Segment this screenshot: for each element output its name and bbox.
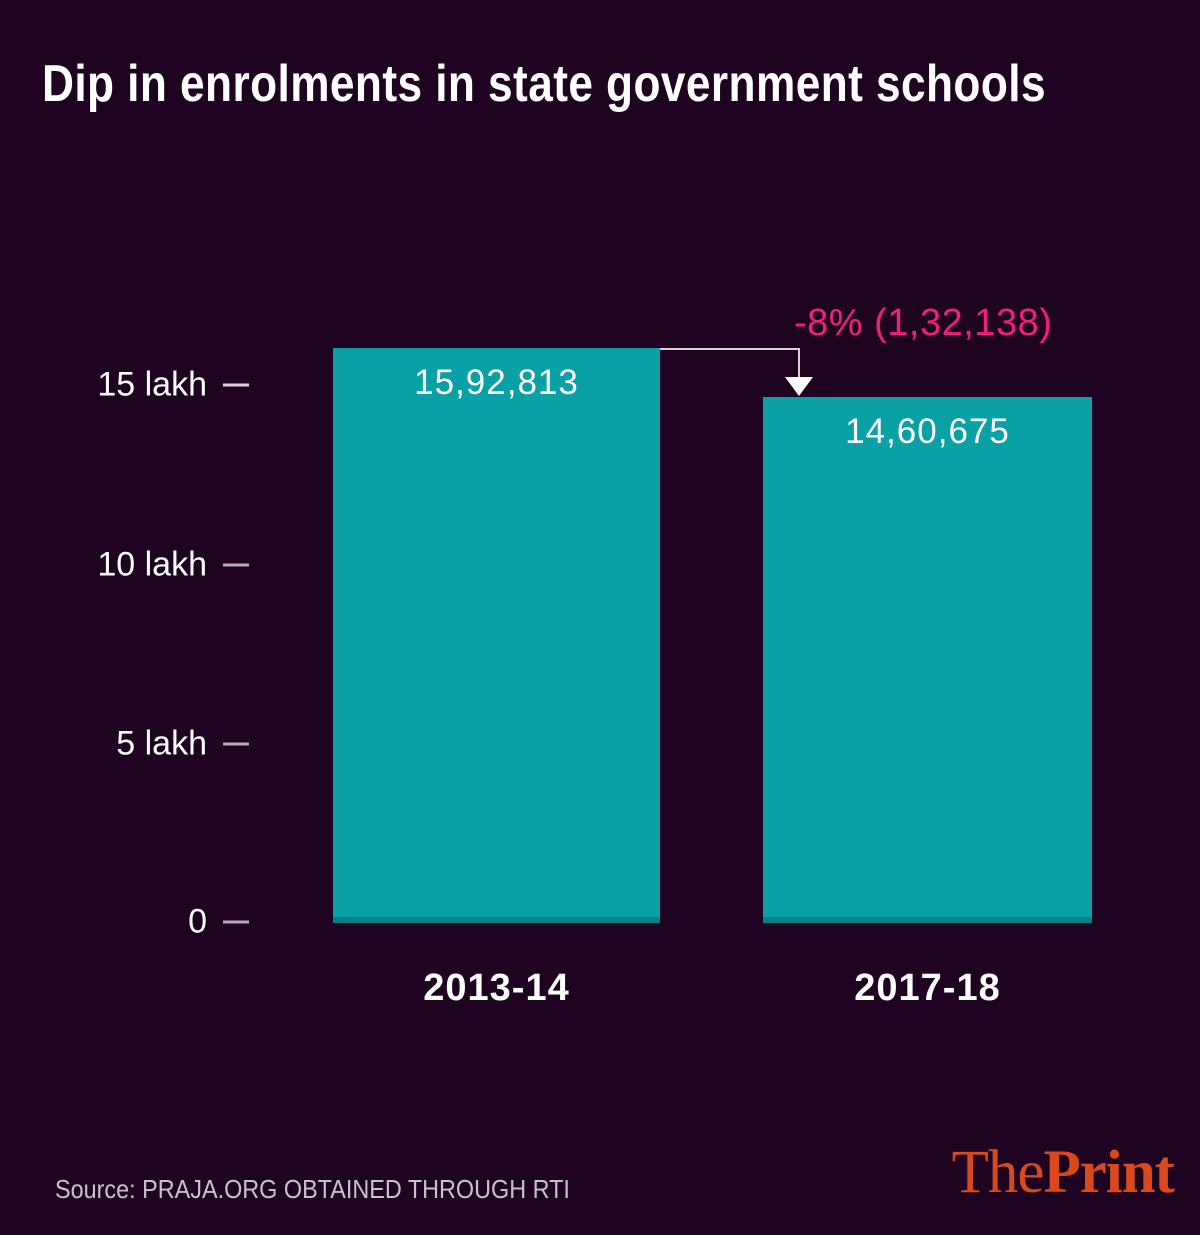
tick-dash <box>223 742 249 746</box>
y-axis-tick-zero: 0 <box>42 903 249 942</box>
tick-dash <box>223 383 249 387</box>
y-axis-tick-5-lakh: 5 lakh <box>42 725 249 764</box>
y-axis-tick-15-lakh: 15 lakh <box>42 366 249 405</box>
bar-value-label: 15,92,813 <box>414 363 579 402</box>
y-tick-label: 0 <box>188 902 207 941</box>
connector-line-vertical <box>798 348 800 379</box>
y-tick-label: 5 lakh <box>116 724 207 763</box>
tick-dash <box>223 563 249 567</box>
x-axis-label-2013-14: 2013-14 <box>423 967 570 1009</box>
y-tick-label: 10 lakh <box>97 545 207 584</box>
x-axis-label-2017-18: 2017-18 <box>854 967 1001 1009</box>
chart-title: Dip in enrolments in state government sc… <box>42 55 1046 113</box>
tick-dash <box>223 920 249 924</box>
y-tick-label: 15 lakh <box>97 365 207 404</box>
logo-part-the: The <box>951 1139 1045 1206</box>
bar-2017-18: 14,60,675 <box>763 397 1092 923</box>
change-annotation: -8% (1,32,138) <box>794 302 1053 344</box>
bar-2013-14: 15,92,813 <box>333 348 660 923</box>
logo-part-print: Print <box>1043 1139 1175 1206</box>
bar-value-label: 14,60,675 <box>845 412 1010 451</box>
source-credit: Source: PRAJA.ORG OBTAINED THROUGH RTI <box>55 1174 570 1204</box>
connector-line-horizontal <box>660 348 800 350</box>
y-axis-tick-10-lakh: 10 lakh <box>42 546 249 585</box>
arrow-down-icon <box>785 377 813 396</box>
theprint-logo: ThePrint <box>951 1138 1175 1208</box>
